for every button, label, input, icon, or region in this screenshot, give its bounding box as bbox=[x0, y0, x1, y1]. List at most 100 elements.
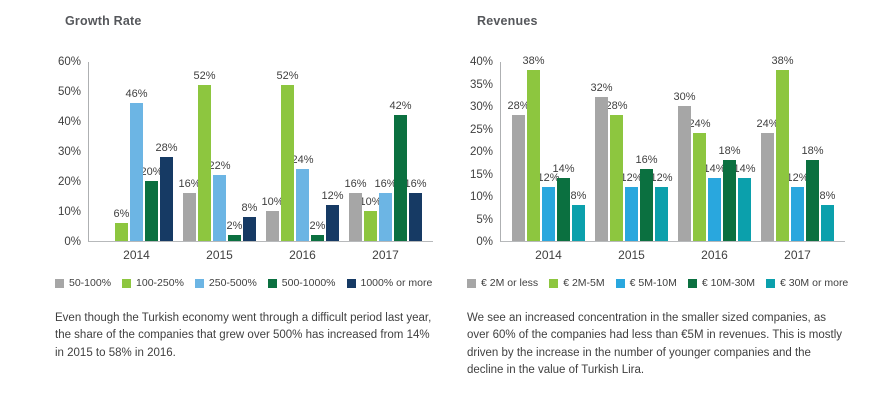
bar-€ 30M or more-2014 bbox=[572, 205, 585, 241]
growth-rate-caption: Even though the Turkish economy went thr… bbox=[55, 312, 432, 359]
bar-1000% or more-2014 bbox=[160, 157, 173, 241]
growth-rate-legend: 50-100% 100-250% 250-500% 500-1000% 1000% or… bbox=[55, 277, 433, 289]
bar-100-250%-2016 bbox=[281, 85, 294, 241]
bar-slot: 14% bbox=[703, 62, 726, 241]
category-label-2014: 2014 bbox=[535, 248, 562, 262]
bar-50-100%-2017 bbox=[349, 193, 362, 241]
category-label-2017: 2017 bbox=[372, 248, 399, 262]
bar-€ 5M-10M-2016 bbox=[708, 178, 721, 241]
bar-value-label: 16% bbox=[404, 178, 427, 190]
bar-250-500%-2016 bbox=[296, 169, 309, 241]
bar-value-label: 30% bbox=[673, 91, 696, 103]
bar-value-label: 8% bbox=[819, 190, 836, 202]
bar-slot: 12% bbox=[321, 62, 344, 241]
bar-500-1000%-2015 bbox=[228, 235, 241, 241]
bar-50-100%-2016 bbox=[266, 211, 279, 241]
bar-value-label: 16% bbox=[635, 154, 658, 166]
y-tick-label: 5% bbox=[476, 213, 493, 226]
bar-value-label: 14% bbox=[733, 163, 756, 175]
legend-swatch-icon bbox=[687, 278, 697, 288]
bar-€ 10M-30M-2016 bbox=[723, 160, 736, 241]
bar-value-label: 12% bbox=[650, 172, 673, 184]
y-tick-label: 0% bbox=[64, 236, 81, 248]
bar-slot: 12% bbox=[786, 62, 809, 241]
y-tick-label: 10% bbox=[57, 206, 81, 218]
bar-value-label: 14% bbox=[552, 163, 575, 175]
bar-€ 10M-30M-2014 bbox=[557, 178, 570, 241]
legend-swatch-icon bbox=[549, 278, 559, 288]
bar-slot: 18% bbox=[801, 62, 824, 241]
bar-value-label: 52% bbox=[276, 70, 299, 82]
bar-value-label: 12% bbox=[620, 172, 643, 184]
bar-slot: 46% bbox=[125, 62, 148, 241]
growth-rate-chart-title: Growth Rate bbox=[65, 14, 142, 28]
category-label-2016: 2016 bbox=[701, 248, 728, 262]
category-label-2015: 2015 bbox=[206, 248, 233, 262]
y-tick-label: 20% bbox=[469, 146, 493, 158]
bar-1000% or more-2015 bbox=[243, 217, 256, 241]
bar-slot: 52% bbox=[276, 62, 299, 241]
bar-slot: 28% bbox=[605, 62, 628, 241]
revenues-caption: We see an increased concentration in the… bbox=[467, 312, 843, 376]
bar-slot: 52% bbox=[193, 62, 216, 241]
bar-1000% or more-2016 bbox=[326, 205, 339, 241]
bar-value-label: 52% bbox=[193, 70, 216, 82]
bar-€ 2M-5M-2014 bbox=[527, 70, 540, 241]
y-tick-label: 40% bbox=[469, 56, 493, 68]
legend-item: € 5M-10M bbox=[615, 277, 677, 289]
y-tick-label: 20% bbox=[57, 176, 81, 188]
bar-value-label: 18% bbox=[718, 145, 741, 157]
bar-slot: 16% bbox=[178, 62, 201, 241]
bar-50-100%-2015 bbox=[183, 193, 196, 241]
bar-€ 2M or less-2015 bbox=[595, 97, 608, 241]
bar-500-1000%-2016 bbox=[311, 235, 324, 241]
revenues-x-axis: 2014 2015 2016 2017 bbox=[501, 248, 845, 262]
bar-€ 2M-5M-2016 bbox=[693, 133, 706, 241]
bar-value-label: 28% bbox=[507, 100, 530, 112]
legend-label: € 2M-5M bbox=[563, 277, 605, 289]
bar-slot: 28% bbox=[155, 62, 178, 241]
bar-group-2015: 16% 52% 22% 2% 8% bbox=[178, 62, 257, 241]
bar-group-2014: 28% 38% 12% 14% 8% bbox=[507, 55, 587, 241]
bar-slot: 16% bbox=[404, 62, 427, 241]
bar-slot: 18% bbox=[718, 62, 741, 241]
bar-slot: 14% bbox=[552, 62, 575, 241]
bar-group-2016: 10% 52% 24% 2% 12% bbox=[261, 62, 344, 241]
bar-€ 2M-5M-2017 bbox=[776, 70, 789, 241]
bar-value-label: 2% bbox=[309, 220, 326, 232]
category-label-2016: 2016 bbox=[289, 248, 316, 262]
bar-€ 10M-30M-2017 bbox=[806, 160, 819, 241]
bar-slot: 22% bbox=[208, 62, 231, 241]
bar-group-2017: 16% 10% 16% 42% 16% bbox=[344, 62, 427, 241]
bar-value-label: 42% bbox=[389, 100, 412, 112]
bar-slot: 10% bbox=[261, 62, 284, 241]
growth-rate-chart: 60% 50% 40% 30% 20% 10% 0% 6% 46% 20% 28% 16% 52% 22… bbox=[55, 56, 433, 248]
category-label-2014: 2014 bbox=[123, 248, 150, 262]
bar-slot: 32% bbox=[590, 62, 613, 241]
legend-label: 250-500% bbox=[208, 277, 257, 289]
bar-slot: 20% bbox=[140, 62, 163, 241]
legend-label: 50-100% bbox=[69, 277, 112, 289]
revenues-legend: € 2M or less € 2M-5M € 5M-10M € 10M-30M € 30… bbox=[467, 277, 848, 289]
bar-slot bbox=[100, 62, 113, 241]
bar-value-label: 20% bbox=[140, 166, 163, 178]
legend-item: 500-1000% bbox=[267, 277, 336, 289]
legend-swatch-icon bbox=[766, 278, 775, 288]
bar-slot: 24% bbox=[688, 62, 711, 241]
bar-value-label: 16% bbox=[374, 178, 397, 190]
legend-item: 1000% or more bbox=[346, 277, 432, 289]
legend-item: 50-100% bbox=[55, 277, 111, 289]
legend-item: € 2M-5M bbox=[549, 277, 605, 289]
bar-value-label: 28% bbox=[605, 100, 628, 112]
category-label-2017: 2017 bbox=[784, 248, 811, 262]
y-tick-label: 15% bbox=[469, 168, 493, 181]
bar-slot: 14% bbox=[733, 62, 756, 241]
revenues-panel: Revenues 40% 35% 30% 25% 20% 15% 10% 5% 0% 28% 38… bbox=[467, 14, 848, 379]
bar-slot: 24% bbox=[756, 62, 779, 241]
bar-value-label: 8% bbox=[570, 190, 587, 202]
bar-value-label: 16% bbox=[344, 178, 367, 190]
bar-€ 2M or less-2014 bbox=[512, 115, 525, 241]
bar-slot: 16% bbox=[635, 62, 658, 241]
bar-€ 30M or more-2017 bbox=[821, 205, 834, 241]
bar-value-label: 22% bbox=[208, 160, 231, 172]
